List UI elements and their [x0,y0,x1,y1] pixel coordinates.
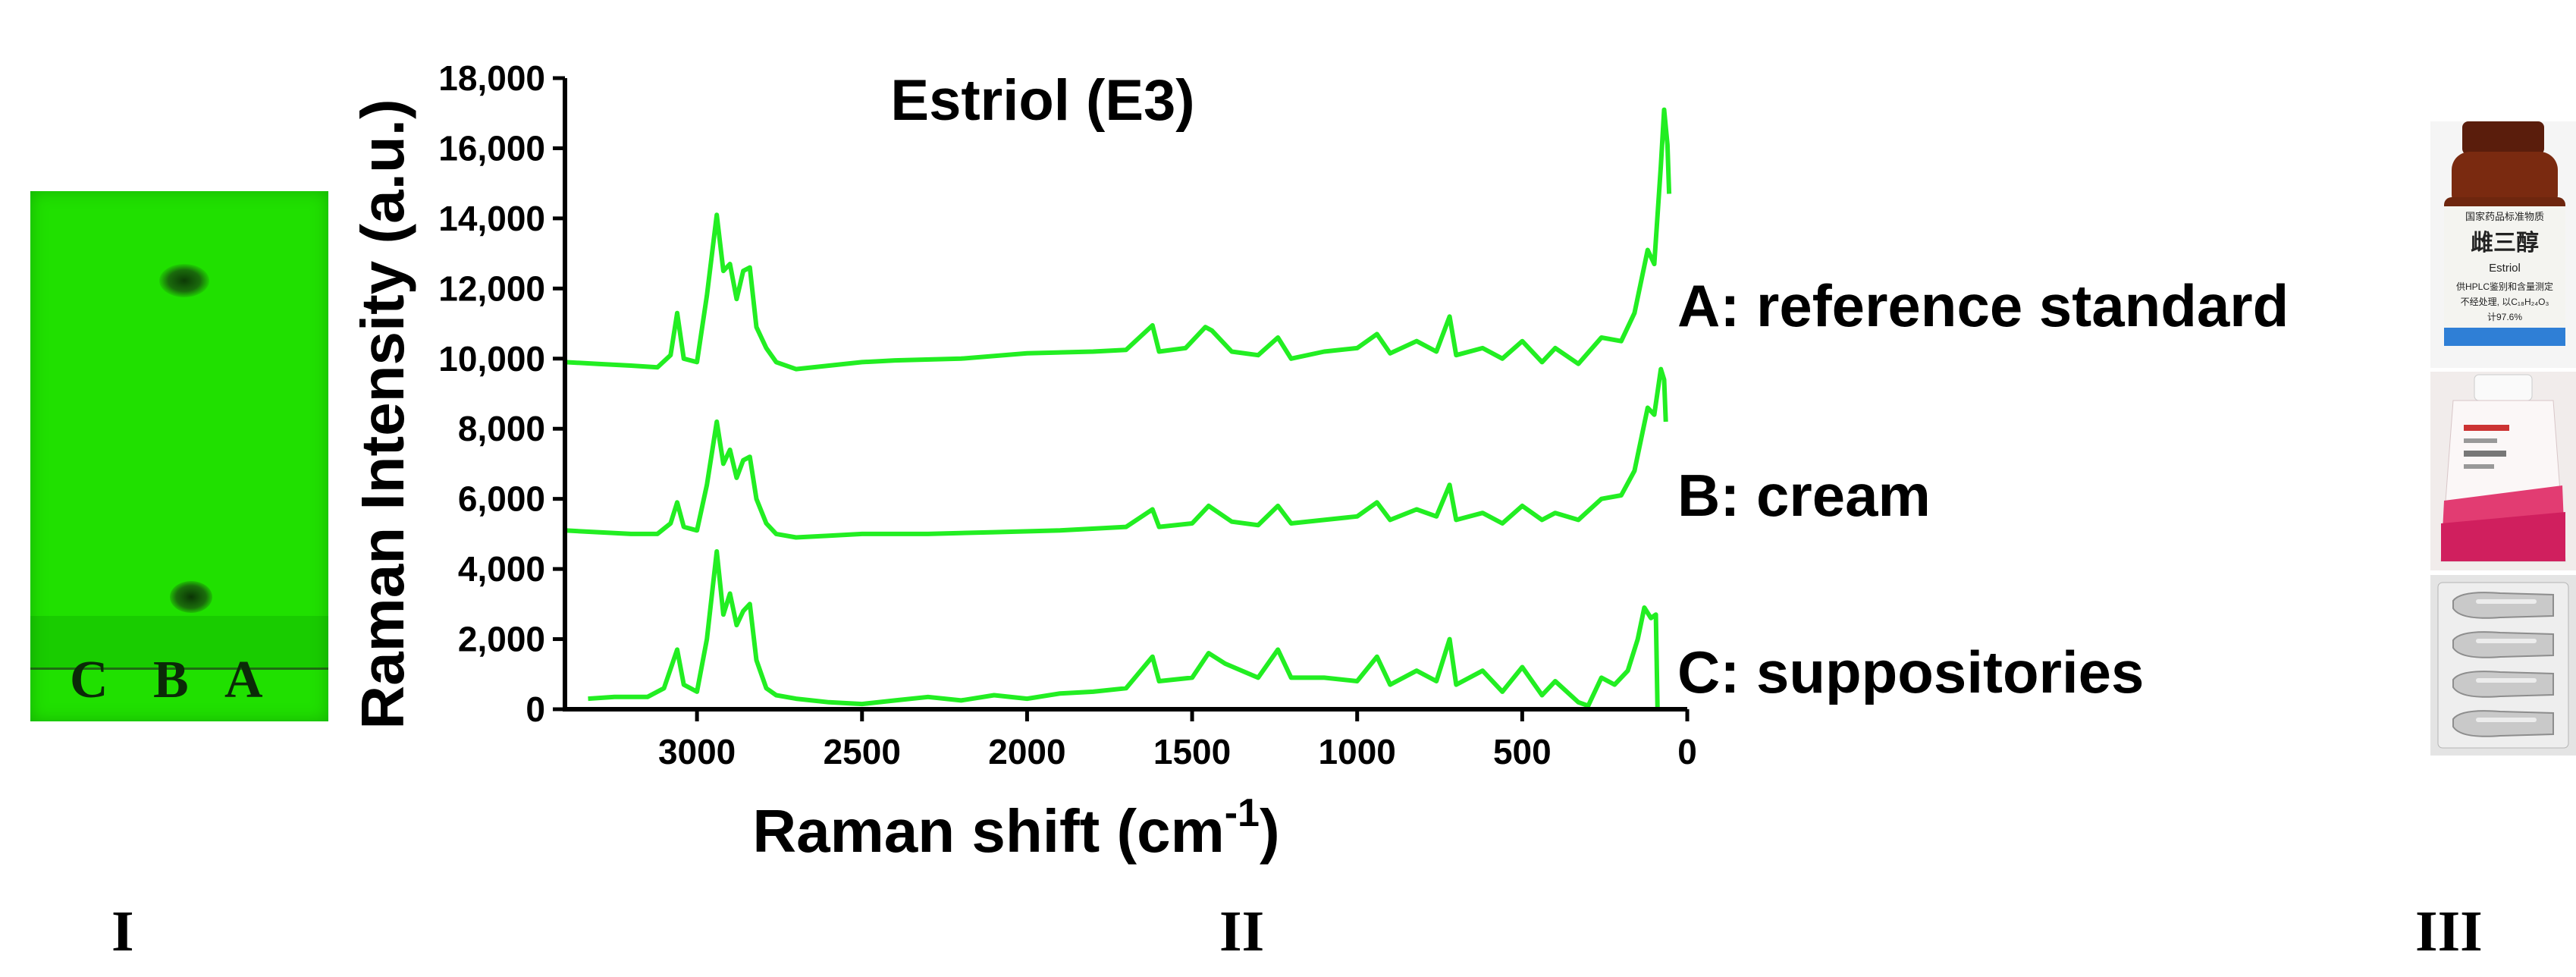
tlc-baseline [30,668,328,670]
y-tick-label: 14,000 [438,199,545,238]
y-tick-label: 10,000 [438,339,545,379]
y-tick-label: 18,000 [438,58,545,98]
series-lines [564,107,1672,712]
x-tick-label: 1500 [1153,732,1231,771]
series-line-cream [564,366,1668,540]
y-axis-ticks: 0 2,000 4,000 6,000 8,000 10,000 12,000 14,000 1… [438,58,565,729]
reference-label-line-6: 计97.6% [2487,312,2522,322]
reference-standard-photo: 国家药品标准物质 雌三醇 Estriol 供HPLC鉴别和含量测定 不经处理, … [2430,121,2576,368]
tlc-lower-band [30,616,328,668]
tlc-lane-label-c: C [70,651,108,709]
y-tick-label: 16,000 [438,128,545,168]
y-tick-label: 0 [526,690,545,729]
tlc-spot-b-upper [159,264,209,297]
x-axis-ticks: 3000 2500 2000 1500 1000 500 0 [658,709,1697,771]
y-tick-label: 6,000 [458,479,545,519]
series-line-reference-standard [564,107,1672,372]
reference-label-line-2: 雌三醇 [2471,231,2539,256]
x-tick-label: 2000 [988,732,1065,771]
series-label-suppositories: C: suppositories [1677,639,2144,705]
reference-label-line-3: Estriol [2489,262,2521,275]
panel-label-ii: II [1219,900,1265,963]
y-tick-label: 12,000 [438,269,545,308]
panel-label-i: I [111,900,134,963]
tlc-lane-label-b: B [153,651,189,709]
tlc-lane-label-a: A [224,651,263,709]
reference-label-line-5: 不经处理, 以C₁₈H₂₄O₃ [2461,297,2549,307]
tlc-spot-b-lower [170,581,212,613]
series-line-suppositories [588,549,1660,712]
x-tick-label: 0 [1677,732,1697,771]
reference-label-line-4: 供HPLC鉴别和含量测定 [2456,281,2553,292]
cream-tube-image [2430,372,2576,570]
reference-bottle-image: 国家药品标准物质 雌三醇 Estriol 供HPLC鉴别和含量测定 不经处理, … [2430,121,2576,368]
series-label-reference-standard: A: reference standard [1677,272,2289,339]
chart-title: Estriol (E3) [890,68,1194,133]
y-tick-label: 2,000 [458,620,545,659]
y-tick-label: 4,000 [458,549,545,589]
panel-label-iii: III [2415,900,2483,963]
reference-label-line-1: 国家药品标准物质 [2465,211,2544,222]
x-axis-label-main: Raman shift (cm [752,797,1224,865]
x-tick-label: 2500 [824,732,901,771]
series-label-cream: B: cream [1677,462,1931,529]
suppositories-image [2430,575,2576,756]
cream-tube-photo [2430,372,2576,570]
y-axis-label: Raman Intensity (a.u.) [349,99,416,729]
tlc-plate-image: C B A [30,191,328,721]
x-axis-label: Raman shift (cm-1) [752,791,1279,865]
suppositories-photo [2430,575,2576,756]
x-tick-label: 3000 [658,732,736,771]
x-tick-label: 500 [1493,732,1552,771]
x-tick-label: 1000 [1319,732,1396,771]
y-tick-label: 8,000 [458,409,545,448]
x-axis-label-suffix: ) [1260,797,1280,865]
x-axis-label-superscript: -1 [1225,791,1260,835]
